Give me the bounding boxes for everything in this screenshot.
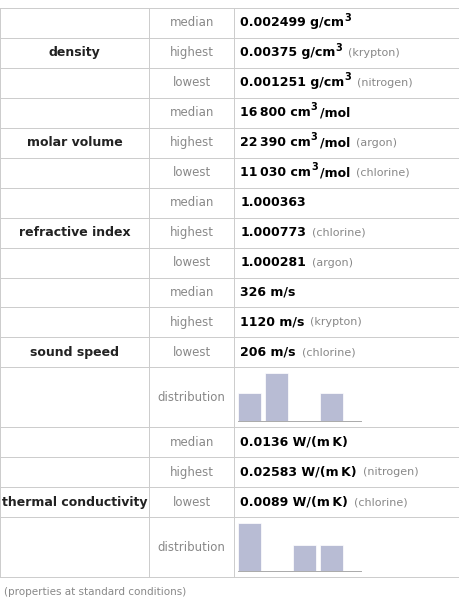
Text: 3: 3 (336, 42, 342, 53)
Text: 0.001251 g/cm: 0.001251 g/cm (240, 77, 344, 89)
Text: lowest: lowest (173, 256, 211, 269)
Text: 1.000773: 1.000773 (240, 226, 306, 239)
Text: highest: highest (170, 466, 213, 479)
Text: sound speed: sound speed (30, 346, 119, 359)
Bar (292, 545, 316, 571)
Text: molar volume: molar volume (27, 136, 123, 149)
Text: 0.002499 g/cm: 0.002499 g/cm (240, 17, 344, 29)
Text: median: median (169, 17, 214, 29)
Text: 206 m/s: 206 m/s (240, 346, 296, 359)
Text: lowest: lowest (173, 346, 211, 359)
Text: (argon): (argon) (356, 138, 397, 148)
Text: 1120 m/s: 1120 m/s (240, 316, 304, 329)
Text: median: median (169, 106, 214, 120)
Bar (320, 545, 343, 571)
Text: (krypton): (krypton) (310, 318, 362, 327)
Text: 1.000281: 1.000281 (240, 256, 306, 269)
Text: highest: highest (170, 47, 213, 59)
Text: lowest: lowest (173, 77, 211, 89)
Text: 326 m/s: 326 m/s (240, 286, 296, 299)
Text: distribution: distribution (158, 391, 225, 404)
Text: 3: 3 (344, 13, 351, 23)
Text: (argon): (argon) (312, 257, 353, 267)
Text: 1.000363: 1.000363 (240, 196, 306, 209)
Text: 0.02583 W/(m K): 0.02583 W/(m K) (240, 466, 357, 479)
Text: 3: 3 (344, 72, 351, 83)
Text: highest: highest (170, 316, 213, 329)
Text: 3: 3 (311, 162, 318, 172)
Text: (properties at standard conditions): (properties at standard conditions) (4, 587, 186, 597)
Text: median: median (169, 286, 214, 299)
Text: 3: 3 (311, 132, 318, 142)
Text: density: density (49, 47, 101, 59)
Text: lowest: lowest (173, 166, 211, 179)
Text: 0.0136 W/(m K): 0.0136 W/(m K) (240, 436, 348, 449)
Bar (238, 523, 261, 571)
Text: highest: highest (170, 226, 213, 239)
Text: refractive index: refractive index (19, 226, 130, 239)
Text: 0.00375 g/cm: 0.00375 g/cm (240, 47, 336, 59)
Text: (chlorine): (chlorine) (312, 227, 365, 238)
Text: /mol: /mol (319, 106, 350, 120)
Text: highest: highest (170, 136, 213, 149)
Text: (nitrogen): (nitrogen) (363, 467, 418, 477)
Text: distribution: distribution (158, 541, 225, 554)
Text: /mol: /mol (320, 166, 350, 179)
Bar (320, 392, 343, 421)
Text: 0.0089 W/(m K): 0.0089 W/(m K) (240, 496, 348, 509)
Text: 3: 3 (311, 102, 318, 112)
Text: median: median (169, 436, 214, 449)
Text: lowest: lowest (173, 496, 211, 509)
Bar (238, 392, 261, 421)
Text: thermal conductivity: thermal conductivity (2, 496, 147, 509)
Text: (nitrogen): (nitrogen) (357, 78, 413, 88)
Text: 16 800 cm: 16 800 cm (240, 106, 311, 120)
Text: 22 390 cm: 22 390 cm (240, 136, 311, 149)
Text: (krypton): (krypton) (348, 48, 400, 58)
Text: median: median (169, 196, 214, 209)
Bar (265, 373, 289, 421)
Text: /mol: /mol (319, 136, 350, 149)
Text: (chlorine): (chlorine) (302, 348, 355, 357)
Text: (chlorine): (chlorine) (356, 168, 409, 178)
Text: 11 030 cm: 11 030 cm (240, 166, 311, 179)
Text: (chlorine): (chlorine) (354, 497, 408, 507)
